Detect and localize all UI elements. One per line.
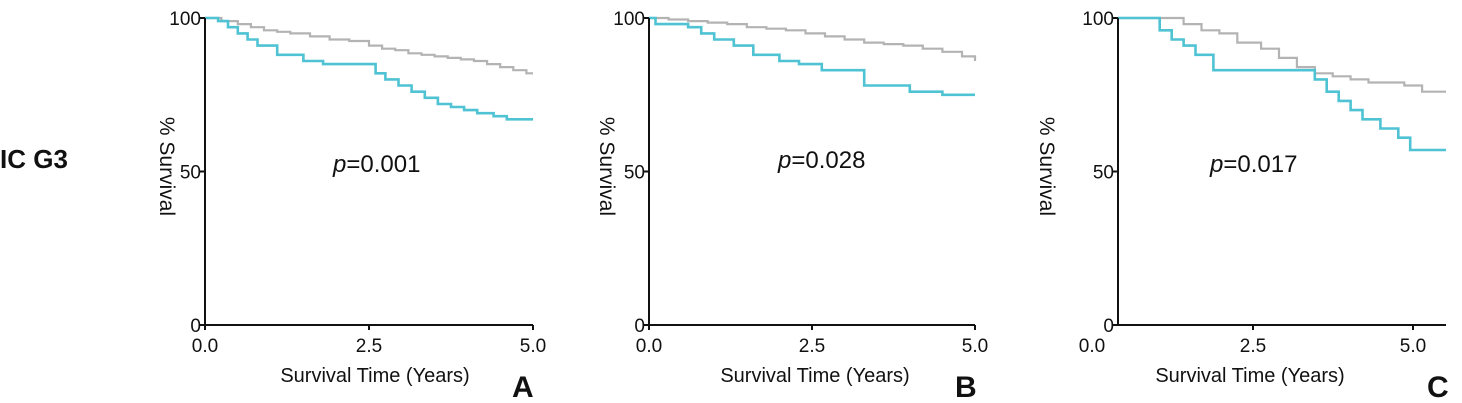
y-axis-label: % Survival bbox=[595, 117, 618, 216]
y-tick-label: 50 bbox=[1093, 163, 1114, 184]
x-axis-label: Survival Time (Years) bbox=[720, 365, 909, 387]
y-axis-label: % Survival bbox=[155, 117, 178, 216]
x-tick-label: 5.0 bbox=[1400, 336, 1426, 357]
p-value-annotation: p=0.001 bbox=[332, 151, 420, 178]
x-tick-label: 2.5 bbox=[799, 336, 825, 357]
series-line-reference bbox=[205, 16, 533, 75]
panel-letter: C bbox=[1427, 371, 1449, 403]
y-axis-label: % Survival bbox=[1035, 117, 1058, 216]
x-tick-label: 2.5 bbox=[1240, 336, 1266, 357]
km-panel-c: 0 50 100 0.0 2.5 5.0 Survival Time (Years) % Su… bbox=[1035, 9, 1449, 403]
km-panel-b: 0 50 100 0.0 2.5 5.0 Survival Time (Years) % Su… bbox=[595, 9, 988, 403]
y-tick-label: 0 bbox=[190, 316, 201, 337]
y-tick-label: 0 bbox=[1103, 316, 1114, 337]
y-tick-label: 100 bbox=[169, 9, 201, 30]
p-value-annotation: p=0.017 bbox=[1209, 151, 1297, 178]
series-line-reference bbox=[649, 16, 977, 61]
km-panel-a: 0 50 100 0.0 2.5 5.0 Survival Time (Years) % Su… bbox=[155, 9, 546, 403]
y-tick-label: 0 bbox=[634, 316, 645, 337]
series-line-group bbox=[205, 16, 533, 121]
y-tick-label: 100 bbox=[1082, 9, 1114, 30]
x-tick-label: 0.0 bbox=[1079, 336, 1105, 357]
series-line-group bbox=[1118, 16, 1446, 152]
series-line-reference bbox=[1118, 16, 1446, 93]
panel-letter: A bbox=[512, 371, 534, 403]
x-tick-label: 0.0 bbox=[192, 336, 218, 357]
y-tick-label: 50 bbox=[624, 163, 645, 184]
panel-letter: B bbox=[955, 371, 977, 403]
x-tick-label: 2.5 bbox=[356, 336, 382, 357]
x-tick-label: 5.0 bbox=[520, 336, 546, 357]
x-axis-label: Survival Time (Years) bbox=[1155, 365, 1344, 387]
series-line-group bbox=[649, 16, 975, 97]
p-value-annotation: p=0.028 bbox=[777, 147, 865, 174]
panels: 0 50 100 0.0 2.5 5.0 Survival Time (Years) % Su… bbox=[155, 9, 1449, 403]
row-label: IC G3 bbox=[0, 144, 68, 174]
y-tick-label: 50 bbox=[180, 163, 201, 184]
x-tick-label: 0.0 bbox=[636, 336, 662, 357]
y-tick-label: 100 bbox=[613, 9, 645, 30]
x-axis-label: Survival Time (Years) bbox=[280, 365, 469, 387]
x-tick-label: 5.0 bbox=[962, 336, 988, 357]
